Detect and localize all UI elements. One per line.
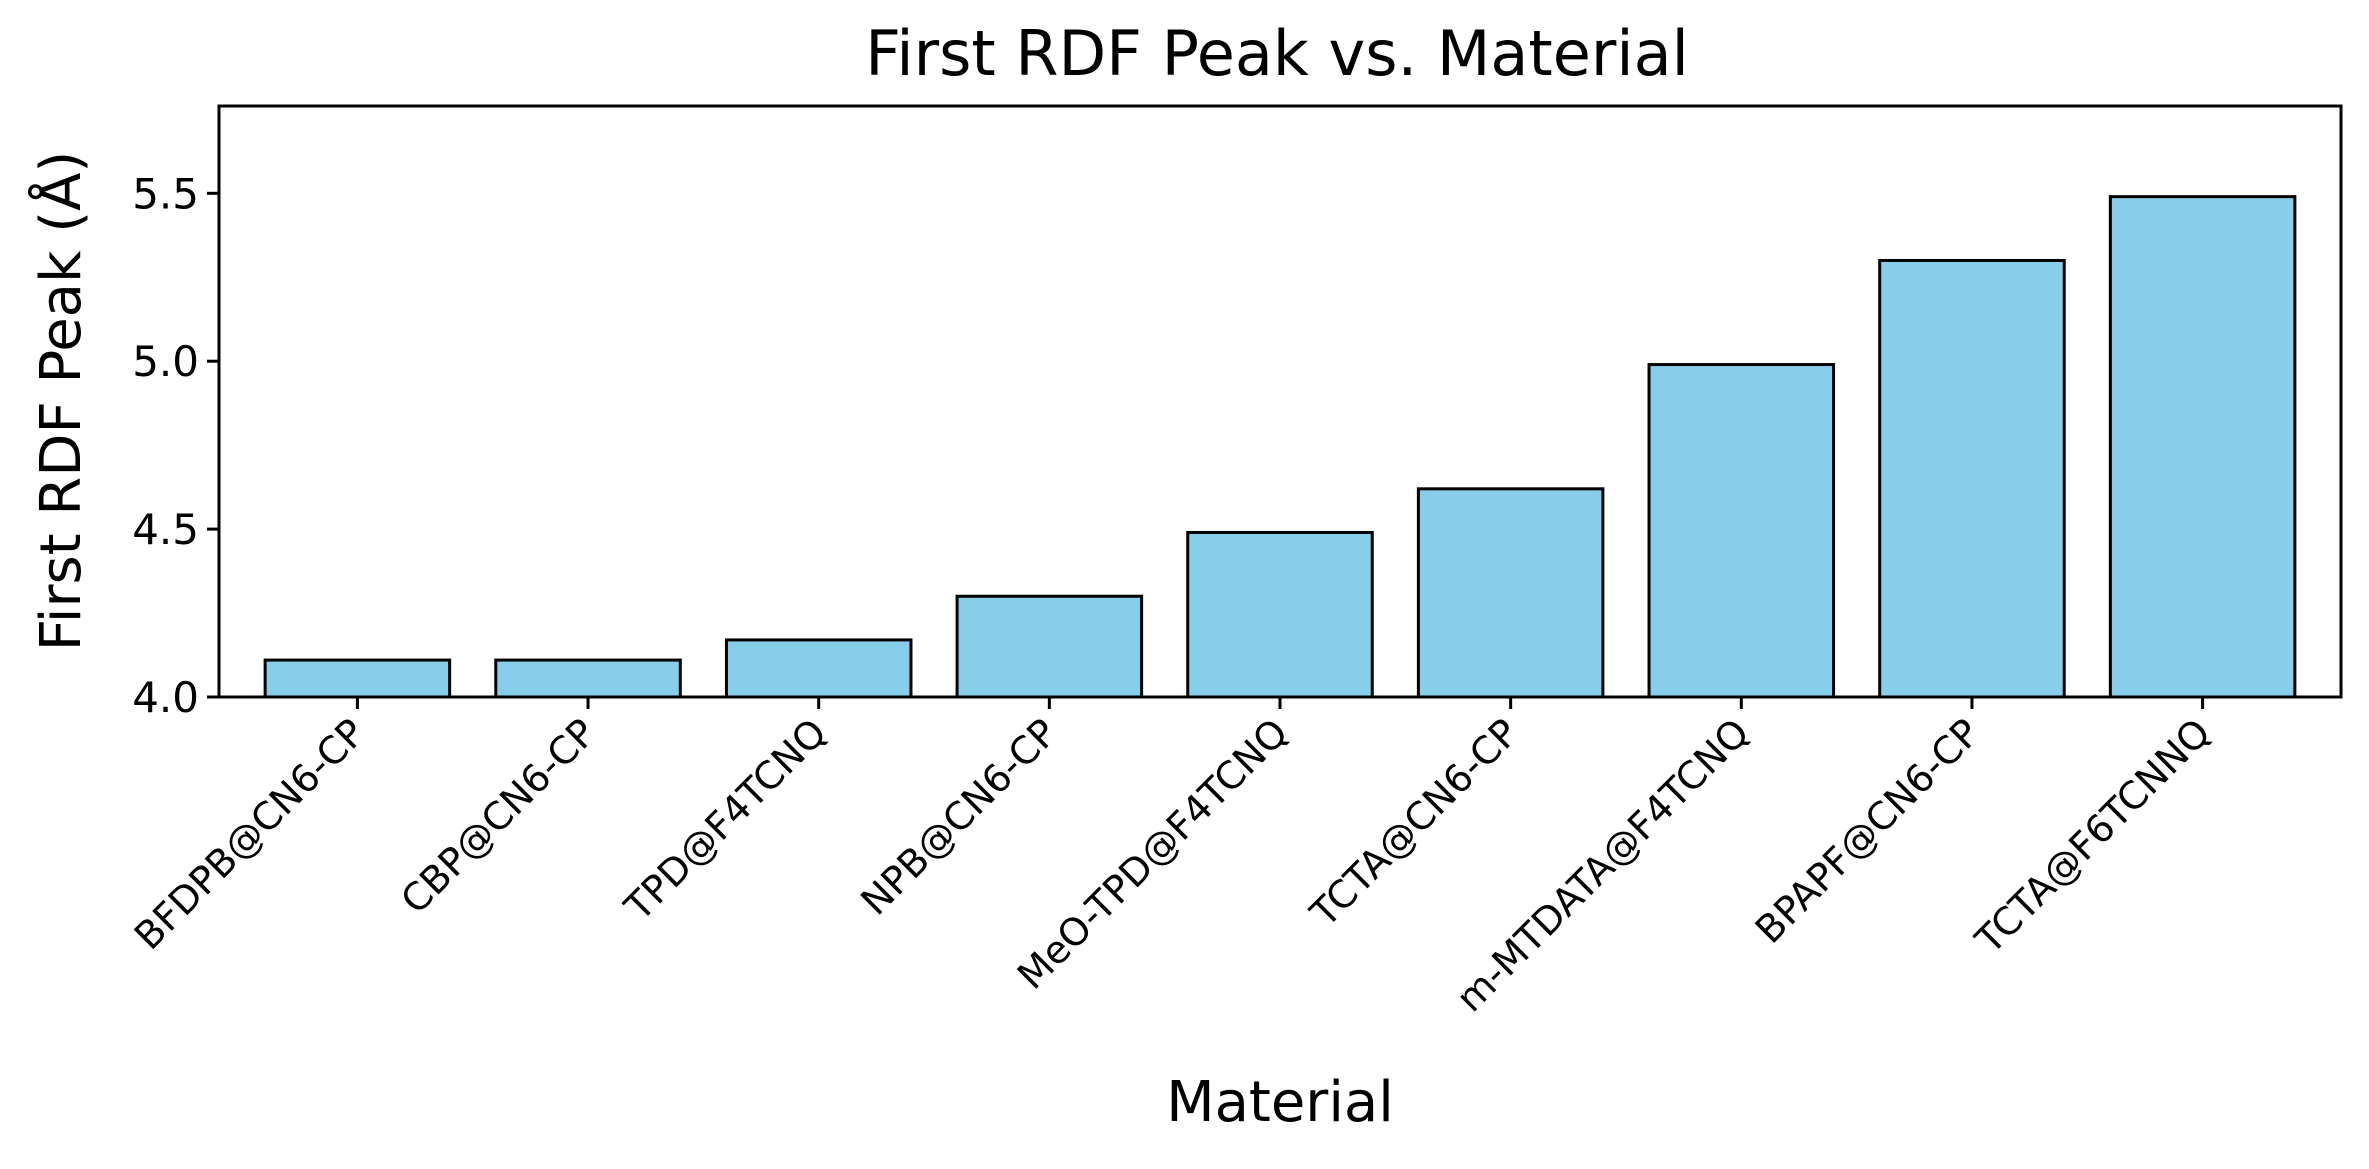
axes-frame (217, 104, 2343, 699)
bar-7 (1878, 258, 2066, 699)
x-tick-label-0: BFDPB@CN6-CP (126, 710, 374, 958)
y-tick-label-0: 4.0 (132, 673, 199, 722)
chart-title: First RDF Peak vs. Material (865, 17, 1689, 90)
y-tick-label-2: 5.0 (132, 337, 199, 386)
bar-4 (1186, 530, 1374, 699)
bar-8 (2108, 195, 2297, 699)
y-tick-label-3: 5.5 (132, 169, 199, 218)
bar-5 (1416, 487, 1605, 699)
x-tick-label-3: NPB@CN6-CP (852, 710, 1065, 923)
bar-0 (263, 658, 452, 699)
bar-3 (955, 594, 1144, 699)
bar-2 (724, 638, 913, 699)
x-tick-label-5: TCTA@CN6-CP (1301, 710, 1527, 936)
y-axis-label: First RDF Peak (Å) (28, 151, 94, 651)
x-tick-label-7: BPAPF@CN6-CP (1747, 710, 1989, 952)
x-axis-label: Material (1166, 1070, 1394, 1135)
x-tick-label-1: CBP@CN6-CP (392, 710, 604, 922)
plot-area: BFDPB@CN6-CP CBP@CN6-CP TPD@F4TCNQ NPB@CN6-… (126, 169, 2297, 1020)
x-tick-label-2: TPD@F4TCNQ (616, 710, 835, 929)
x-tick-label-8: TCTA@F6TCNNQ (1966, 710, 2219, 963)
bar-6 (1647, 363, 1836, 699)
bar-1 (494, 658, 682, 699)
y-tick-label-1: 4.5 (132, 505, 199, 554)
